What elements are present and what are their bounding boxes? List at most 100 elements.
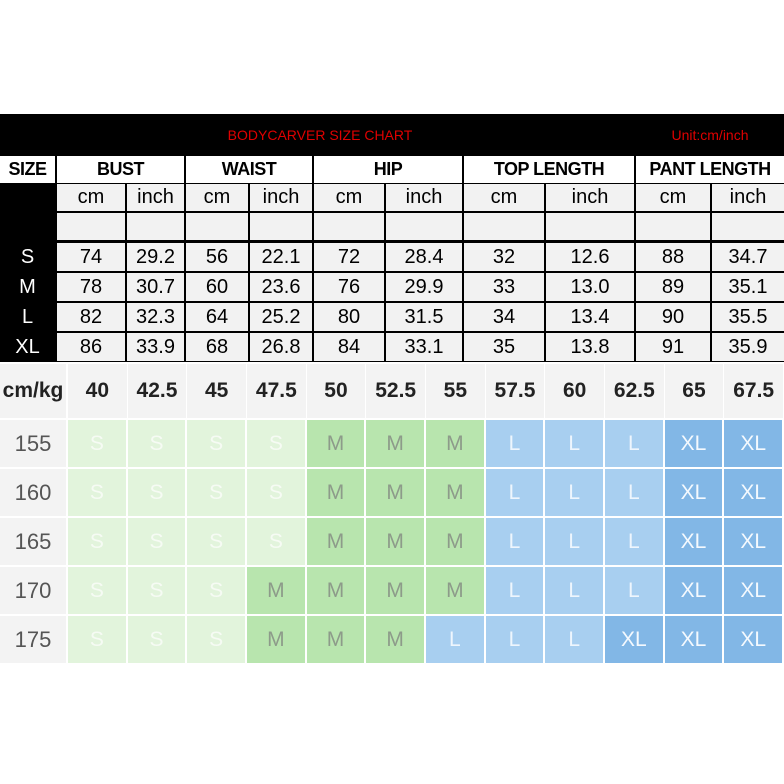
measure-cell: 23.6: [250, 273, 312, 301]
measure-cell: 91: [636, 333, 710, 361]
fit-cell: S: [187, 469, 245, 516]
measure-cell: 32: [464, 243, 544, 271]
fit-cell: XL: [664, 518, 723, 565]
measure-cell: 80: [314, 303, 384, 331]
measure-cell: 34: [464, 303, 544, 331]
measure-cell: 78: [57, 273, 125, 301]
empty-cell: [250, 213, 312, 240]
empty-cell: [464, 213, 544, 240]
fit-cell: L: [545, 469, 603, 516]
size-header: SIZE: [0, 156, 55, 183]
fit-cell: S: [187, 567, 245, 614]
size-label: XL: [15, 335, 40, 358]
group-header: WAIST: [186, 156, 312, 183]
fit-cell: XL: [724, 469, 782, 516]
measure-cell: 25.2: [250, 303, 312, 331]
measure-cell: 28.4: [386, 243, 462, 271]
fit-cell: M: [366, 567, 424, 614]
fit-cell: L: [605, 567, 663, 614]
fit-cell: L: [485, 567, 544, 614]
fit-cell: L: [426, 616, 484, 663]
weight-header: 60: [545, 364, 604, 418]
unit-header: inch: [250, 184, 312, 211]
empty-cell: [386, 213, 462, 240]
fit-cell: XL: [724, 420, 782, 467]
weight-header: 62.5: [605, 364, 664, 418]
measure-cell: 29.2: [127, 243, 184, 271]
empty-cell: [546, 213, 634, 240]
measure-cell: 35: [464, 333, 544, 361]
fit-cell: S: [68, 616, 126, 663]
height-label: 160: [0, 469, 66, 516]
size-label: L: [21, 305, 34, 328]
unit-header: inch: [712, 184, 784, 211]
unit-header: cm: [186, 184, 248, 211]
group-header: PANT LENGTH: [636, 156, 784, 183]
unit-header: cm: [314, 184, 384, 211]
fit-cell: XL: [724, 616, 782, 663]
fit-cell: XL: [724, 518, 782, 565]
measure-cell: 13.8: [546, 333, 634, 361]
fit-corner: cm/kg: [0, 364, 66, 418]
empty-cell: [127, 213, 184, 240]
fit-cell: S: [127, 616, 186, 663]
fit-cell: S: [127, 420, 186, 467]
measure-cell: 64: [186, 303, 248, 331]
weight-header: 55: [426, 364, 485, 418]
fit-cell: L: [485, 518, 544, 565]
fit-cell: S: [247, 469, 305, 516]
weight-header: 40: [68, 364, 127, 418]
fit-cell: M: [366, 420, 424, 467]
measure-cell: 89: [636, 273, 710, 301]
measure-cell: 33.1: [386, 333, 462, 361]
measure-cell: 68: [186, 333, 248, 361]
fit-cell: L: [605, 469, 663, 516]
measure-cell: 60: [186, 273, 248, 301]
empty-cell: [636, 213, 710, 240]
measure-cell: 13.4: [546, 303, 634, 331]
weight-header: 50: [306, 364, 366, 418]
measure-cell: 82: [57, 303, 125, 331]
fit-cell: M: [366, 518, 424, 565]
measure-cell: 22.1: [250, 243, 312, 271]
empty-cell: [712, 213, 784, 240]
fit-cell: L: [605, 420, 663, 467]
fit-cell: S: [247, 420, 305, 467]
measure-cell: 88: [636, 243, 710, 271]
measure-cell: 72: [314, 243, 384, 271]
measure-cell: 86: [57, 333, 125, 361]
fit-cell: S: [187, 420, 245, 467]
fit-cell: S: [68, 469, 126, 516]
measure-cell: 56: [186, 243, 248, 271]
measure-cell: 12.6: [546, 243, 634, 271]
fit-cell: M: [247, 616, 305, 663]
fit-cell: M: [366, 469, 424, 516]
fit-cell: L: [605, 518, 663, 565]
fit-cell: S: [127, 469, 186, 516]
height-label: 165: [0, 518, 66, 565]
weight-header: 67.5: [724, 364, 783, 418]
weight-header: 65: [664, 364, 724, 418]
weight-header: 42.5: [127, 364, 187, 418]
fit-cell: L: [545, 518, 603, 565]
measure-cell: 84: [314, 333, 384, 361]
measure-cell: 35.1: [712, 273, 784, 301]
measure-cell: 35.9: [712, 333, 784, 361]
fit-cell: M: [306, 567, 365, 614]
unit-header: inch: [386, 184, 462, 211]
unit-header: cm: [57, 184, 125, 211]
fit-cell: S: [127, 518, 186, 565]
fit-cell: XL: [664, 469, 723, 516]
weight-header: 47.5: [247, 364, 306, 418]
measure-cell: 74: [57, 243, 125, 271]
weight-header: 45: [187, 364, 246, 418]
fit-cell: S: [68, 420, 126, 467]
empty-cell: [314, 213, 384, 240]
fit-cell: S: [187, 616, 245, 663]
fit-cell: L: [485, 469, 544, 516]
fit-cell: M: [306, 469, 365, 516]
fit-cell: S: [187, 518, 245, 565]
fit-cell: XL: [605, 616, 663, 663]
group-header: TOP LENGTH: [464, 156, 634, 183]
